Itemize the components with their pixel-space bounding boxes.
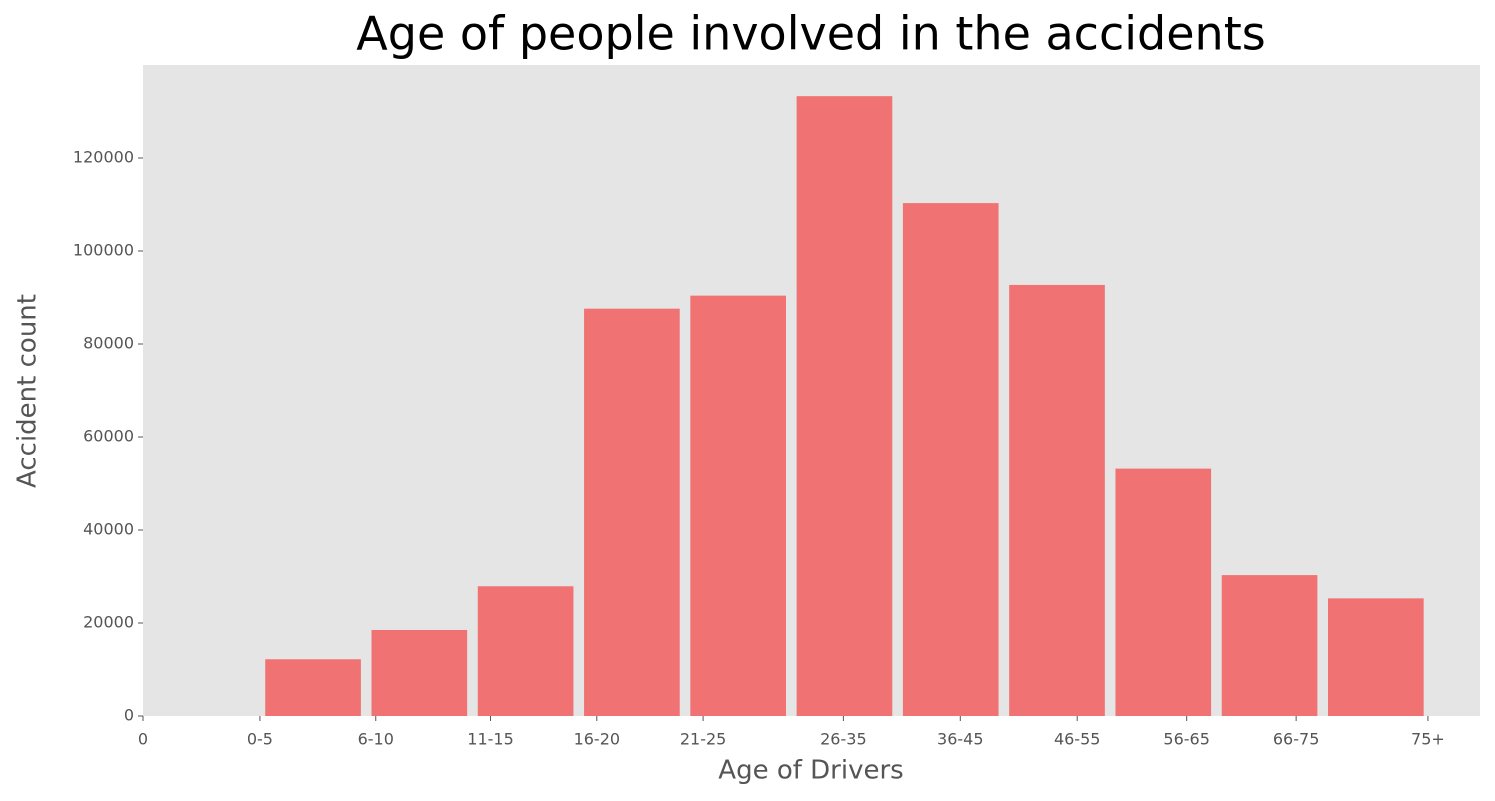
- bar: [902, 203, 999, 717]
- bar: [1115, 468, 1212, 716]
- x-tick-label: 6-10: [358, 730, 394, 749]
- y-axis-label: Accident count: [13, 294, 43, 488]
- y-tick-label: 0: [124, 706, 134, 725]
- bar: [584, 308, 680, 716]
- bar: [1221, 575, 1318, 716]
- x-tick-label: 46-55: [1054, 730, 1101, 749]
- x-tick-label: 0-5: [247, 730, 273, 749]
- x-tick-label: 0: [138, 730, 148, 749]
- bar: [796, 96, 893, 716]
- y-tick-label: 100000: [73, 241, 134, 260]
- x-tick-label: 66-75: [1273, 730, 1320, 749]
- chart-title: Age of people involved in the accidents: [356, 7, 1265, 61]
- bar: [265, 659, 361, 716]
- y-tick-label: 60000: [83, 427, 134, 446]
- x-tick-label: 75+: [1411, 730, 1445, 749]
- x-tick-label: 11-15: [467, 730, 514, 749]
- bar: [1009, 284, 1105, 716]
- bar: [690, 295, 786, 716]
- x-tick-label: 36-45: [937, 730, 984, 749]
- bar: [371, 629, 468, 716]
- y-tick-label: 80000: [83, 334, 134, 353]
- x-tick-label: 26-35: [820, 730, 867, 749]
- y-tick-label: 40000: [83, 520, 134, 539]
- y-tick-label: 20000: [83, 613, 134, 632]
- x-tick-label: 56-65: [1163, 730, 1210, 749]
- x-tick-label: 16-20: [574, 730, 621, 749]
- x-tick-label: 21-25: [680, 730, 727, 749]
- y-tick-label: 120000: [73, 148, 134, 167]
- bar: [477, 586, 574, 716]
- bar: [1328, 598, 1424, 716]
- x-axis-label: Age of Drivers: [718, 756, 903, 786]
